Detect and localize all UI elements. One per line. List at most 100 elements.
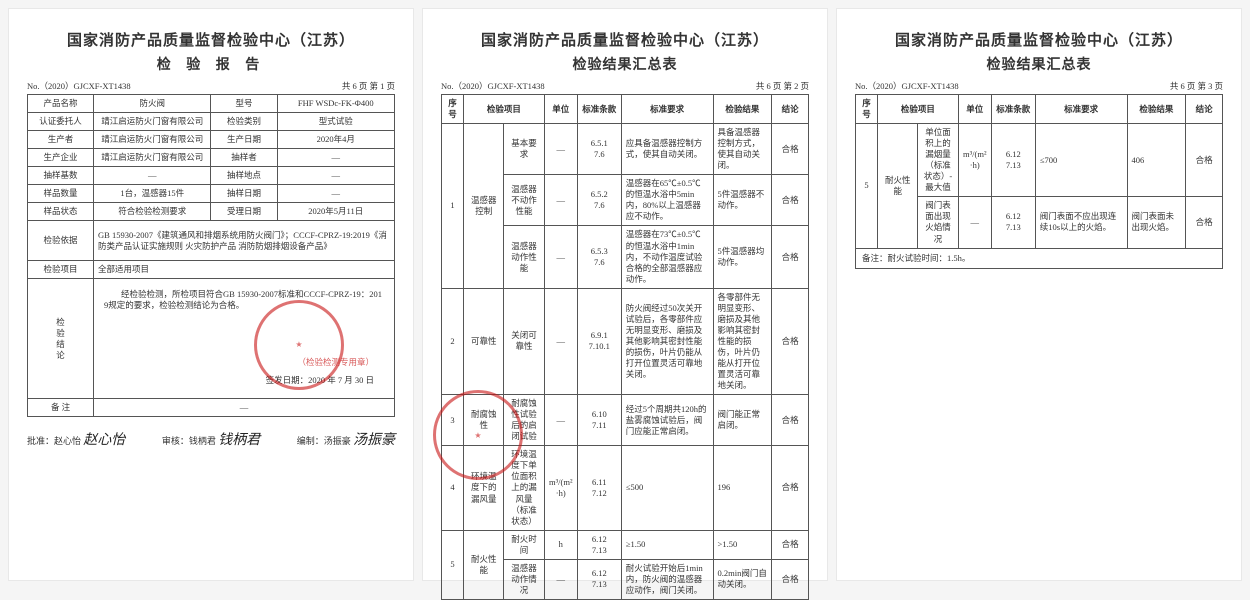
- cell-sub: 单位面积上的漏烟量（标准状态）-最大值: [918, 124, 958, 197]
- cell-unit: —: [544, 226, 577, 288]
- conclusion-cell: 经检验检测，所检项目符合GB 15930-2007标准和CCCF-CPRZ-19…: [94, 279, 395, 399]
- value-remark: —: [94, 399, 395, 417]
- label-product-name: 产品名称: [28, 95, 94, 113]
- value-mfg: 靖江启运防火门窗有限公司: [94, 149, 211, 167]
- label-location: 抽样地点: [211, 167, 277, 185]
- cell-std: 6.12 7.13: [991, 124, 1035, 197]
- label-items: 检验项目: [28, 261, 94, 279]
- doc-number: No.（2020）GJCXF-XT1438: [441, 80, 545, 92]
- label-recv-date: 受理日期: [211, 203, 277, 221]
- table-row: 5耐火性能单位面积上的漏烟量（标准状态）-最大值m³/(m²·h)6.12 7.…: [856, 124, 1223, 197]
- report-page-2: 国家消防产品质量监督检验中心（江苏） 检验结果汇总表 No.（2020）GJCX…: [422, 8, 828, 581]
- meta-row: No.（2020）GJCXF-XT1438 共 6 页 第 2 页: [441, 80, 809, 92]
- col-res: 检验结果: [1127, 95, 1186, 124]
- label-remark: 备 注: [28, 399, 94, 417]
- cell-conc: 合格: [772, 446, 809, 530]
- stamp-text: （检验检测专用章）: [297, 357, 374, 368]
- label-sampler: 抽样者: [211, 149, 277, 167]
- cell-group: 可靠性: [464, 288, 504, 394]
- label-sample-date: 抽样日期: [211, 185, 277, 203]
- cell-seq: 4: [442, 446, 464, 530]
- table-row: 1温感器控制基本要求—6.5.1 7.6应具备温感器控制方式，使其自动关闭。具备…: [442, 124, 809, 175]
- cell-req: 温感器在73℃±0.5℃的恒温水浴中1min内，不动作温度试验合格的全部温感器应…: [621, 226, 713, 288]
- cell-res: 阀门能正常启闭。: [713, 395, 772, 446]
- cell-std: 6.12 7.13: [991, 197, 1035, 248]
- write-signature: 汤振豪: [353, 433, 395, 448]
- cell-unit: m³/(m²·h): [958, 124, 991, 197]
- signature-row: 批准：赵心怡 赵心怡 审核：钱柄君 钱柄君 编制：汤振豪 汤振豪: [27, 429, 395, 449]
- doc-title: 检验结果汇总表: [441, 54, 809, 74]
- cell-std: 6.12 7.13: [577, 559, 621, 599]
- value-base: —: [94, 167, 211, 185]
- cell-sub: 关闭可靠性: [504, 288, 544, 394]
- table-row: 5耐火性能耐火时间h6.12 7.13≥1.50>1.50合格: [442, 530, 809, 559]
- cell-sub: 耐腐蚀性试验后的启闭试验: [504, 395, 544, 446]
- col-seq: 序号: [856, 95, 878, 124]
- col-seq: 序号: [442, 95, 464, 124]
- cell-conc: 合格: [772, 530, 809, 559]
- value-test-cat: 型式试验: [277, 113, 394, 131]
- meta-row: No.（2020）GJCXF-XT1438 共 6 页 第 1 页: [27, 80, 395, 92]
- col-res: 检验结果: [713, 95, 772, 124]
- table-row: 4环境温度下的漏风量环境温度下单位面积上的漏风量（标准状态）m³/(m²·h)6…: [442, 446, 809, 530]
- page-indicator: 共 6 页 第 2 页: [756, 80, 809, 92]
- cell-sub: 温感器动作情况: [504, 559, 544, 599]
- cell-res: 5件温感器均动作。: [713, 226, 772, 288]
- write-label: 编制：汤振豪: [297, 436, 351, 446]
- cell-conc: 合格: [772, 175, 809, 226]
- cell-conc: 合格: [772, 395, 809, 446]
- cell-conc: 合格: [772, 559, 809, 599]
- cell-res: 5件温感器不动作。: [713, 175, 772, 226]
- label-producer: 生产者: [28, 131, 94, 149]
- cell-sub: 耐火时间: [504, 530, 544, 559]
- cell-res: 具备温感器控制方式，使其自动关闭。: [713, 124, 772, 175]
- cell-res: 0.2min阀门自动关闭。: [713, 559, 772, 599]
- cell-sub: 阀门表面出现火焰情况: [918, 197, 958, 248]
- results-table: 序号 检验项目 单位 标准条款 标准要求 检验结果 结论 1温感器控制基本要求—…: [441, 94, 809, 600]
- label-basis: 检验依据: [28, 221, 94, 261]
- cell-group: 耐腐蚀性: [464, 395, 504, 446]
- cell-unit: —: [544, 175, 577, 226]
- label-client: 认证委托人: [28, 113, 94, 131]
- cell-group: 温感器控制: [464, 124, 504, 289]
- value-sampler: —: [277, 149, 394, 167]
- approve-signature: 赵心怡: [83, 433, 125, 448]
- value-product-name: 防火阀: [94, 95, 211, 113]
- value-client: 靖江启运防火门窗有限公司: [94, 113, 211, 131]
- meta-row: No.（2020）GJCXF-XT1438 共 6 页 第 3 页: [855, 80, 1223, 92]
- label-test-cat: 检验类别: [211, 113, 277, 131]
- cell-std: 6.9.1 7.10.1: [577, 288, 621, 394]
- label-base: 抽样基数: [28, 167, 94, 185]
- review-block: 审核：钱柄君 钱柄君: [162, 429, 260, 449]
- value-qty: 1台，温感器15件: [94, 185, 211, 203]
- col-req: 标准要求: [1035, 95, 1127, 124]
- label-model: 型号: [211, 95, 277, 113]
- cell-req: 应具备温感器控制方式，使其自动关闭。: [621, 124, 713, 175]
- cell-req: 阀门表面不应出现连续10s以上的火焰。: [1035, 197, 1127, 248]
- cell-req: ≤500: [621, 446, 713, 530]
- col-conc: 结论: [1186, 95, 1223, 124]
- cell-sub: 环境温度下单位面积上的漏风量（标准状态）: [504, 446, 544, 530]
- org-title: 国家消防产品质量监督检验中心（江苏）: [855, 29, 1223, 50]
- report-page-3: 国家消防产品质量监督检验中心（江苏） 检验结果汇总表 No.（2020）GJCX…: [836, 8, 1242, 581]
- cell-req: 经过5个周期共120h的盐雾腐蚀试验后，阀门应能正常启闭。: [621, 395, 713, 446]
- cell-sub: 温感器动作性能: [504, 226, 544, 288]
- cell-unit: h: [544, 530, 577, 559]
- cell-seq: 2: [442, 288, 464, 394]
- table-header-row: 序号 检验项目 单位 标准条款 标准要求 检验结果 结论: [856, 95, 1223, 124]
- doc-number: No.（2020）GJCXF-XT1438: [855, 80, 959, 92]
- value-state: 符合检验检测要求: [94, 203, 211, 221]
- doc-title: 检 验 报 告: [27, 54, 395, 74]
- label-qty: 样品数量: [28, 185, 94, 203]
- approve-block: 批准：赵心怡 赵心怡: [27, 429, 125, 449]
- approve-label: 批准：赵心怡: [27, 436, 81, 446]
- col-unit: 单位: [958, 95, 991, 124]
- note-text: 备注：耐火试验时间：1.5h。: [856, 248, 1223, 268]
- cell-seq: 1: [442, 124, 464, 289]
- cell-std: 6.11 7.12: [577, 446, 621, 530]
- report-page-1: 国家消防产品质量监督检验中心（江苏） 检 验 报 告 No.（2020）GJCX…: [8, 8, 414, 581]
- cell-res: >1.50: [713, 530, 772, 559]
- value-producer: 靖江启运防火门窗有限公司: [94, 131, 211, 149]
- review-signature: 钱柄君: [218, 433, 260, 448]
- col-item: 检验项目: [464, 95, 545, 124]
